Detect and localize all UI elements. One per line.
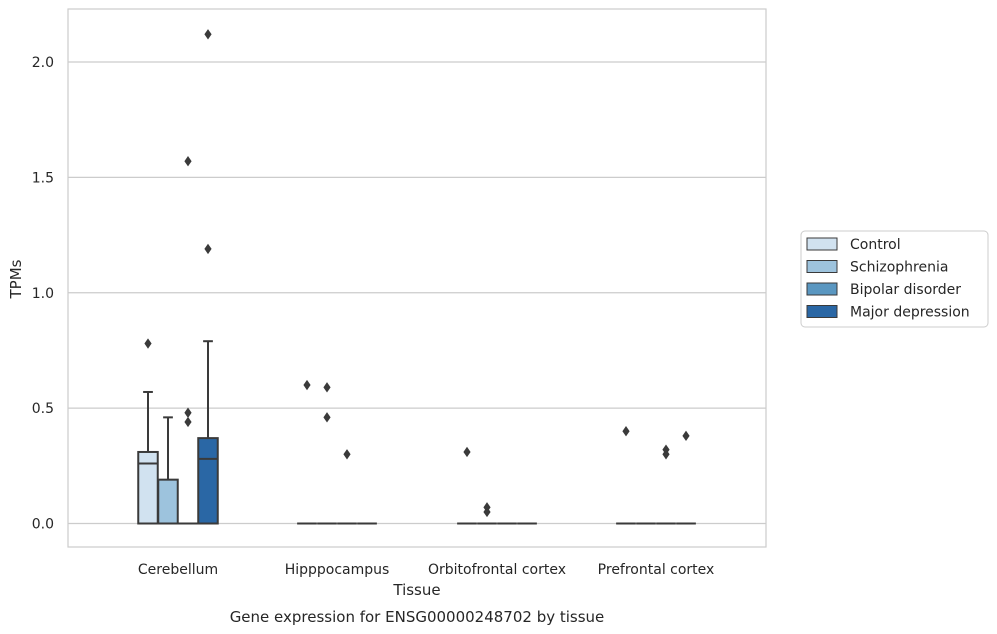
x-tick-label: Prefrontal cortex — [598, 562, 715, 578]
outlier-point — [303, 379, 311, 391]
legend-frame — [800, 230, 989, 328]
box-group — [317, 382, 337, 525]
y-tick-label: 0.0 — [32, 517, 54, 533]
outlier-point — [184, 416, 192, 428]
box-group — [157, 416, 179, 525]
legend-swatch — [806, 305, 838, 318]
plot-area — [68, 9, 766, 547]
outlier-point — [323, 412, 331, 423]
box-group — [656, 444, 676, 525]
legend-label: Schizophrenia — [850, 260, 948, 276]
y-tick-labels: 0.0 0.5 1.0 1.5 2.0 — [32, 55, 54, 533]
box-group — [676, 430, 696, 525]
y-tick-label: 0.5 — [32, 401, 54, 417]
x-tick-label: Cerebellum — [138, 562, 218, 578]
outlier-point — [622, 426, 630, 437]
box-group — [197, 29, 219, 525]
legend-swatch — [806, 237, 838, 251]
x-tick-label: Hipppocampus — [285, 562, 390, 578]
box — [197, 437, 219, 525]
legend-label: Major depression — [850, 305, 970, 321]
x-tick-labels: Cerebellum Hipppocampus Orbitofrontal cort… — [138, 562, 714, 578]
x-tick-label: Orbitofrontal cortex — [428, 562, 566, 578]
box-group — [616, 426, 636, 525]
outlier-point — [463, 446, 471, 458]
legend: Control Schizophrenia Bipolar disorder Majo… — [800, 230, 989, 328]
legend-label: Bipolar disorder — [850, 282, 961, 298]
y-axis-title: TPMs — [7, 259, 25, 299]
box-group — [477, 502, 497, 525]
legend-swatch — [806, 260, 838, 273]
outlier-point — [343, 449, 351, 460]
y-tick-label: 1.5 — [32, 170, 54, 186]
y-tick-label: 1.0 — [32, 286, 54, 302]
outlier-point — [204, 243, 212, 255]
box-group — [457, 446, 477, 525]
plot-frame — [67, 8, 767, 548]
x-axis-title: Tissue — [392, 581, 440, 599]
outlier-point — [483, 506, 491, 518]
box-group — [337, 449, 357, 525]
outlier-point — [184, 156, 192, 167]
legend-swatch — [806, 282, 838, 296]
box-group — [137, 338, 159, 525]
outlier-point — [144, 338, 152, 349]
box-group — [297, 379, 317, 525]
boxes — [137, 29, 696, 525]
box — [157, 478, 179, 525]
box-group — [178, 156, 198, 525]
outlier-point — [682, 430, 690, 442]
y-tick-label: 2.0 — [32, 55, 54, 71]
chart-caption: Gene expression for ENSG00000248702 by t… — [230, 608, 605, 626]
outlier-point — [204, 29, 212, 40]
legend-label: Control — [850, 237, 901, 253]
outlier-point — [184, 407, 192, 418]
outlier-point — [662, 449, 670, 460]
outlier-point — [323, 382, 331, 393]
